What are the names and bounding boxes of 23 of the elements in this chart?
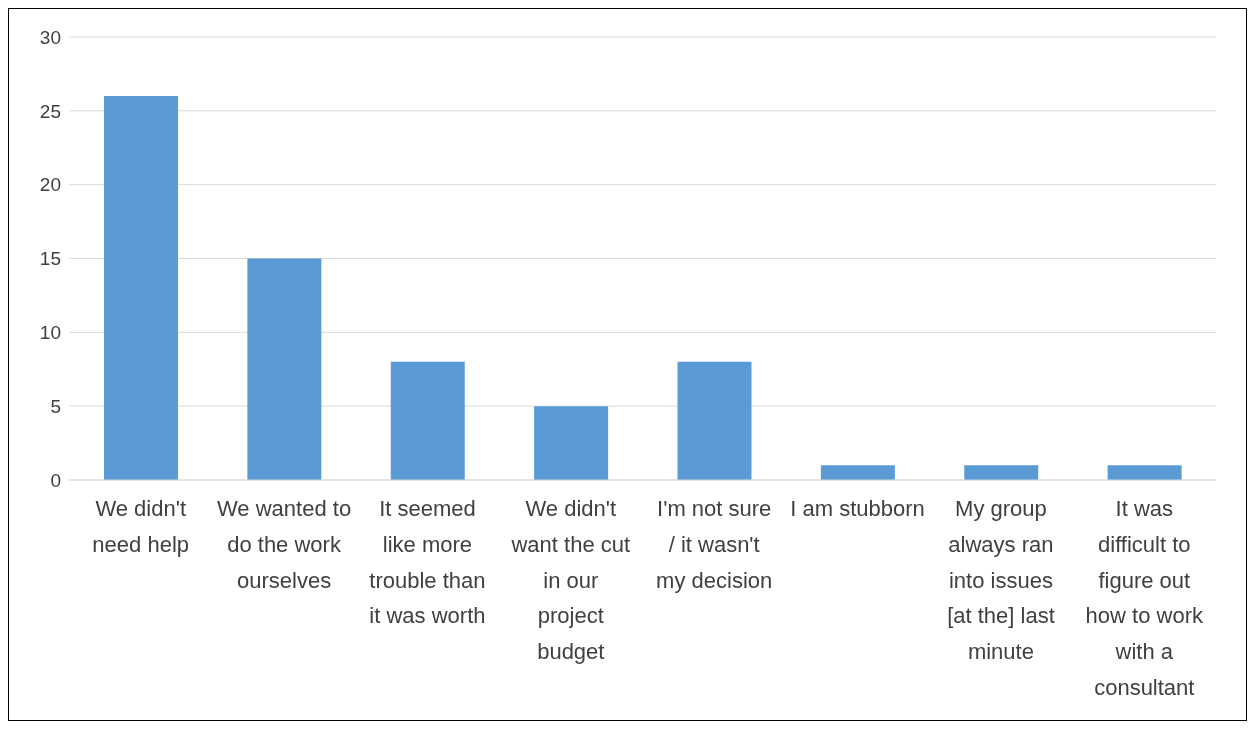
bar <box>247 258 322 480</box>
y-tick-label: 25 <box>39 100 61 122</box>
x-tick-label: We didn't want the cut in our project budget <box>510 495 631 665</box>
y-tick-label: 30 <box>39 26 61 48</box>
y-tick-label: 0 <box>50 469 61 491</box>
bar <box>964 465 1039 480</box>
bar <box>534 406 609 480</box>
bar <box>677 361 752 480</box>
x-tick-label: It seemed like more trouble than it was worth <box>369 495 486 629</box>
x-tick-label: We didn't need help <box>92 495 190 557</box>
x-tick-label: My group always ran into issues [at the] last minute <box>947 495 1055 665</box>
y-tick-label: 5 <box>50 395 61 417</box>
x-tick-label: I am stubborn <box>790 495 925 521</box>
bar <box>104 96 178 480</box>
bar <box>1107 465 1182 480</box>
x-tick-label: We wanted to do the work ourselves <box>217 495 352 593</box>
x-tick-label: It was difficult to figure out how to work with a consultant <box>1085 495 1204 701</box>
y-tick-label: 10 <box>39 322 61 344</box>
y-tick-label: 15 <box>39 248 61 270</box>
bar <box>390 361 465 480</box>
y-tick-label: 20 <box>39 174 61 196</box>
x-tick-label: I'm not sure / it wasn't my decision <box>656 495 773 593</box>
bar <box>820 465 895 480</box>
